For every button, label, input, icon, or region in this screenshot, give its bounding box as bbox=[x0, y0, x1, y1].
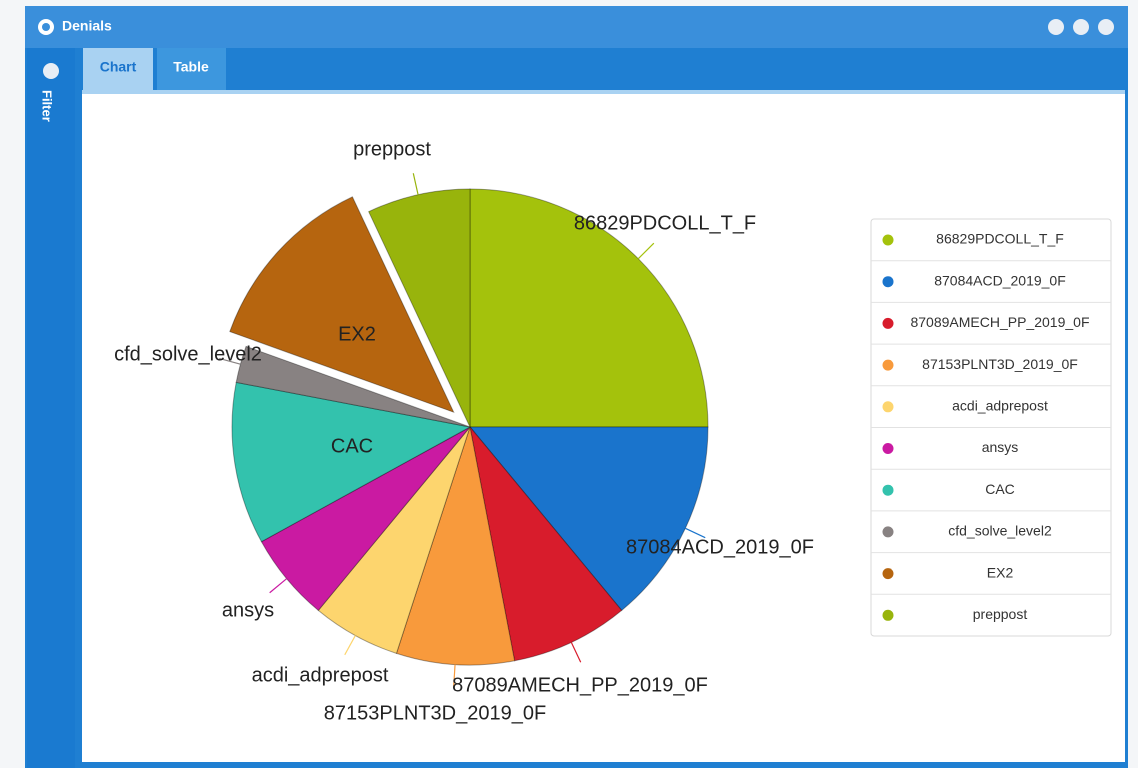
legend-swatch bbox=[882, 484, 894, 496]
slice-label: 87089AMECH_PP_2019_0F bbox=[452, 674, 708, 696]
pie-slice bbox=[367, 188, 471, 428]
slice-label: ansys bbox=[222, 599, 274, 621]
filter-label: Filter bbox=[40, 90, 55, 122]
pie-slice bbox=[317, 426, 471, 654]
legend-swatch bbox=[882, 234, 894, 246]
legend-label: EX2 bbox=[987, 564, 1014, 580]
legend-swatch bbox=[882, 568, 894, 580]
legend-label: 87084ACD_2019_0F bbox=[934, 272, 1066, 288]
legend-label: cfd_solve_level2 bbox=[948, 523, 1052, 539]
legend-swatch bbox=[882, 401, 894, 413]
legend-swatch bbox=[882, 317, 894, 329]
legend-label: 86829PDCOLL_T_F bbox=[936, 231, 1064, 247]
legend-swatch bbox=[882, 526, 894, 538]
legend-label: ansys bbox=[982, 439, 1019, 455]
leader-line bbox=[570, 642, 582, 663]
legend-label: CAC bbox=[985, 481, 1015, 497]
slice-label: CAC bbox=[331, 435, 373, 457]
window-title: Denials bbox=[62, 18, 112, 34]
restore-button[interactable] bbox=[1073, 19, 1089, 35]
title-bar bbox=[25, 6, 1128, 48]
pie-slice bbox=[469, 426, 623, 662]
leader-line bbox=[344, 635, 356, 656]
legend-label: 87153PLNT3D_2019_0F bbox=[922, 356, 1078, 372]
slice-label: 87084ACD_2019_0F bbox=[626, 536, 814, 558]
tab-table[interactable] bbox=[157, 48, 226, 90]
leader-line bbox=[219, 357, 241, 365]
pie-slice bbox=[468, 426, 709, 612]
slice-label: 86829PDCOLL_T_F bbox=[574, 212, 756, 234]
window-icon-inner bbox=[42, 23, 50, 31]
legend-label: preppost bbox=[973, 606, 1028, 622]
leader-line bbox=[453, 664, 456, 687]
tab-chart-label[interactable]: Chart bbox=[100, 59, 137, 75]
legend-swatch bbox=[882, 276, 894, 288]
minimize-button[interactable] bbox=[1048, 19, 1064, 35]
pie-slice bbox=[260, 426, 471, 612]
legend-swatch bbox=[882, 609, 894, 621]
leader-line bbox=[412, 173, 419, 195]
legend-label: 87089AMECH_PP_2019_0F bbox=[910, 314, 1089, 330]
filter-sidebar[interactable] bbox=[27, 48, 75, 768]
close-button[interactable] bbox=[1098, 19, 1114, 35]
pie-slice bbox=[229, 196, 455, 414]
legend-swatch bbox=[882, 443, 894, 454]
legend-label: acdi_adprepost bbox=[952, 398, 1048, 414]
slice-label: acdi_adprepost bbox=[252, 664, 389, 686]
filter-toggle[interactable] bbox=[43, 63, 59, 79]
slice-label: 87153PLNT3D_2019_0F bbox=[324, 702, 546, 724]
leader-line bbox=[685, 527, 706, 539]
leader-line bbox=[637, 242, 655, 260]
pie-slice bbox=[231, 381, 472, 543]
slice-label: EX2 bbox=[338, 323, 376, 345]
slice-label: cfd_solve_level2 bbox=[114, 343, 262, 365]
legend-swatch bbox=[882, 359, 894, 371]
leader-line bbox=[269, 578, 288, 594]
pie-slice bbox=[395, 426, 516, 666]
slice-label: preppost bbox=[353, 138, 431, 160]
tab-table-label[interactable]: Table bbox=[173, 59, 209, 75]
tab-chart[interactable] bbox=[83, 48, 153, 90]
tab-underline bbox=[82, 90, 1125, 94]
